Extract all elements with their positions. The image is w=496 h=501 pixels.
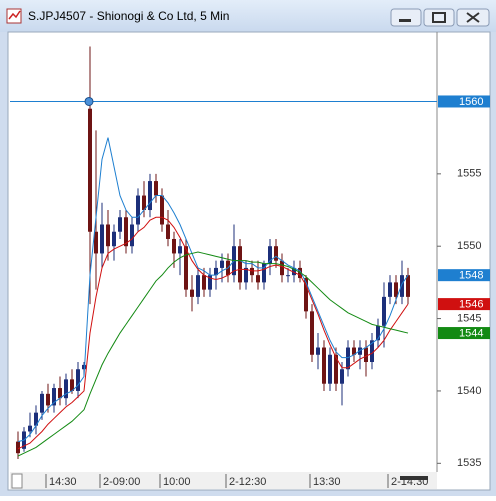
candle-body (316, 347, 320, 355)
x-tick-label: 13:30 (313, 476, 341, 488)
candle-body (112, 231, 116, 247)
last-value-label-bg (438, 269, 490, 282)
last-value-label-bg (438, 327, 490, 340)
candle-body (148, 181, 152, 211)
moving-average-line (17, 251, 409, 457)
candle-body (238, 246, 242, 283)
candle-body (82, 364, 86, 370)
candle-body (322, 347, 326, 384)
candle-body (328, 354, 332, 384)
candle-body (76, 369, 80, 391)
x-tick-label: 2-12:30 (229, 476, 266, 488)
candle-body (346, 347, 350, 370)
candle-body (70, 379, 74, 391)
x-tick-label: 10:00 (163, 476, 191, 488)
candle-body (244, 267, 248, 283)
candle-body (58, 388, 62, 399)
last-value-label-bg (438, 298, 490, 311)
hline-label-bg (438, 95, 490, 108)
y-tick-label: 1550 (457, 240, 481, 252)
candle-body (262, 263, 266, 283)
scroll-thumb[interactable] (400, 476, 428, 480)
candle-body (358, 347, 362, 355)
app-icon-glyph (8, 10, 21, 20)
y-tick-label: 1535 (457, 457, 481, 469)
scroll-box[interactable] (11, 473, 23, 489)
candle-body (94, 231, 98, 254)
line-handle (84, 96, 94, 106)
candle-body (400, 275, 404, 297)
window-title: S.JPJ4507 - Shionogi & Co Ltd, 5 Min (28, 9, 229, 23)
time-axis (10, 472, 437, 489)
window-buttons[interactable] (390, 8, 490, 27)
candle-body (184, 246, 188, 290)
candle-body (160, 195, 164, 225)
candle-body (382, 296, 386, 326)
candle-body (406, 275, 410, 297)
hline-label: 1560 (459, 96, 483, 108)
candle-body (196, 275, 200, 297)
candle-body (118, 217, 122, 232)
candle-body (214, 267, 218, 276)
candle-body (64, 379, 68, 399)
y-tick-label: 1555 (457, 168, 481, 180)
x-tick-label: 2-09:00 (103, 476, 140, 488)
candle-body (292, 267, 296, 276)
candle-body (52, 388, 56, 406)
maximize-glyph (432, 12, 446, 23)
candle-body (352, 347, 356, 355)
candle-body (46, 393, 50, 406)
candle-body (16, 441, 20, 454)
minimize-glyph (399, 19, 411, 22)
candle-body (298, 267, 302, 279)
candle-body (34, 412, 38, 426)
candle-body (394, 282, 398, 297)
candle-body (142, 195, 146, 211)
candle-body (334, 354, 338, 384)
candle-body (100, 224, 104, 254)
candle-body (190, 289, 194, 297)
candle-body (178, 246, 182, 254)
y-tick-label: 1540 (457, 385, 481, 397)
candle-body (136, 195, 140, 225)
candle-body (40, 393, 44, 413)
moving-average-line (17, 137, 409, 443)
x-tick-label: 14:30 (49, 476, 77, 488)
candle-body (202, 275, 206, 290)
candle-body (310, 311, 314, 355)
candle-body (388, 282, 392, 297)
last-value-label: 1548 (459, 270, 483, 282)
candle-body (130, 224, 134, 247)
candle-body (256, 275, 260, 283)
candle-body (274, 246, 278, 261)
candle-body (376, 325, 380, 341)
candle-body (166, 224, 170, 239)
maximize-button[interactable] (423, 8, 455, 27)
candle-body (250, 267, 254, 276)
x-tick-label: 2-14:30 (391, 476, 428, 488)
candle-body (124, 217, 128, 247)
candle-body (286, 275, 290, 277)
candle-body (364, 347, 368, 362)
candle-body (280, 260, 284, 276)
candle-body (154, 181, 158, 196)
candle-body (172, 238, 176, 254)
minimize-button[interactable] (390, 8, 422, 27)
candle-body (304, 278, 308, 312)
candle-body (88, 108, 92, 232)
y-tick-label: 1545 (457, 312, 481, 324)
moving-average-line (17, 216, 409, 450)
candle-body (28, 425, 32, 432)
candle-body (268, 246, 272, 264)
candle-body (340, 369, 344, 384)
candle-body (208, 275, 212, 290)
candle-body (370, 340, 374, 362)
last-value-label: 1544 (459, 327, 483, 339)
candle-body (106, 224, 110, 247)
last-value-label: 1546 (459, 299, 483, 311)
candle-body (220, 260, 224, 268)
close-glyph (466, 12, 480, 23)
